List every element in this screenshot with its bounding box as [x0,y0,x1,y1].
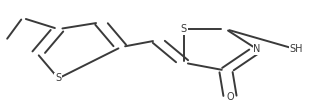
Text: O: O [226,92,234,102]
Text: S: S [181,24,187,34]
Text: N: N [253,44,261,54]
Text: S: S [55,73,61,83]
Text: SH: SH [289,44,303,54]
